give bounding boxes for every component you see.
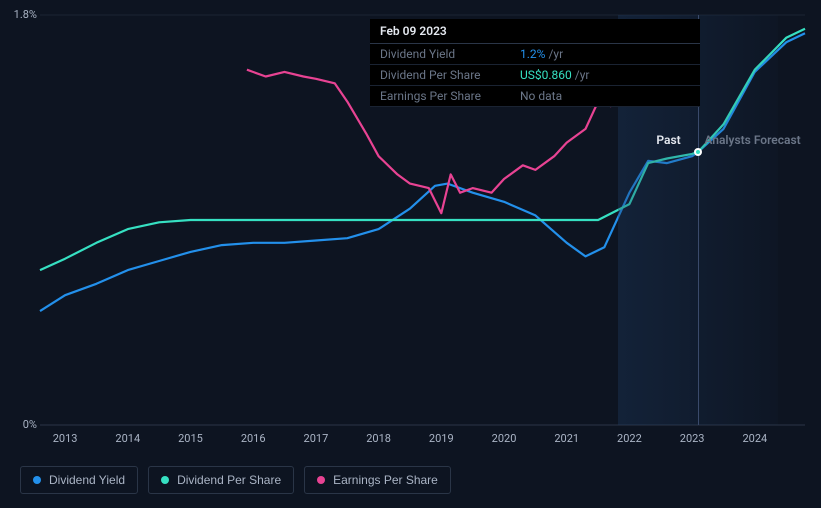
forecast-label: Analysts Forecast [704, 133, 800, 147]
x-tick-label: 2019 [429, 432, 454, 445]
x-tick-label: 2021 [554, 432, 579, 445]
tooltip-row: Dividend Per ShareUS$0.860/yr [370, 65, 700, 86]
hover-marker-dot [694, 148, 702, 156]
tooltip-row-unit: /yr [575, 68, 590, 82]
tooltip-row-unit: /yr [548, 47, 563, 61]
x-tick-label: 2016 [241, 432, 266, 445]
legend-item-dividend-per-share[interactable]: Dividend Per Share [148, 466, 294, 494]
legend-item-dividend-yield[interactable]: Dividend Yield [20, 466, 138, 494]
x-tick-label: 2017 [304, 432, 329, 445]
tooltip-row: Earnings Per ShareNo data [370, 86, 700, 107]
x-tick-label: 2024 [742, 432, 767, 445]
chart-legend: Dividend Yield Dividend Per Share Earnings… [20, 466, 451, 494]
past-label: Past [656, 133, 680, 147]
x-tick-label: 2015 [178, 432, 203, 445]
tooltip-row-label: Dividend Per Share [380, 68, 520, 82]
legend-item-label: Dividend Per Share [177, 473, 281, 487]
tooltip-row-value: US$0.860 [520, 68, 572, 82]
y-tick-label: 0% [0, 418, 37, 431]
x-tick-label: 2022 [617, 432, 642, 445]
y-tick-label: 1.8% [0, 8, 37, 21]
tooltip-date: Feb 09 2023 [370, 19, 700, 44]
tooltip-row-label: Dividend Yield [380, 47, 520, 61]
x-tick-label: 2023 [680, 432, 705, 445]
tooltip-row-value: No data [520, 89, 562, 103]
legend-dot-icon [33, 476, 41, 484]
legend-item-label: Earnings Per Share [333, 473, 438, 487]
x-tick-label: 2020 [492, 432, 517, 445]
x-tick-label: 2014 [115, 432, 140, 445]
tooltip-row: Dividend Yield1.2%/yr [370, 44, 700, 65]
tooltip-row-label: Earnings Per Share [380, 89, 520, 103]
x-tick-label: 2013 [53, 432, 78, 445]
chart-tooltip: Feb 09 2023 Dividend Yield1.2%/yrDividen… [370, 19, 700, 107]
legend-dot-icon [317, 476, 325, 484]
legend-dot-icon [161, 476, 169, 484]
legend-item-earnings-per-share[interactable]: Earnings Per Share [304, 466, 451, 494]
legend-item-label: Dividend Yield [49, 473, 125, 487]
tooltip-row-value: 1.2% [520, 47, 545, 61]
dividend-chart: 0% 1.8% Past Analysts Forecast 2013 2014 20… [0, 0, 821, 508]
x-tick-label: 2018 [366, 432, 391, 445]
